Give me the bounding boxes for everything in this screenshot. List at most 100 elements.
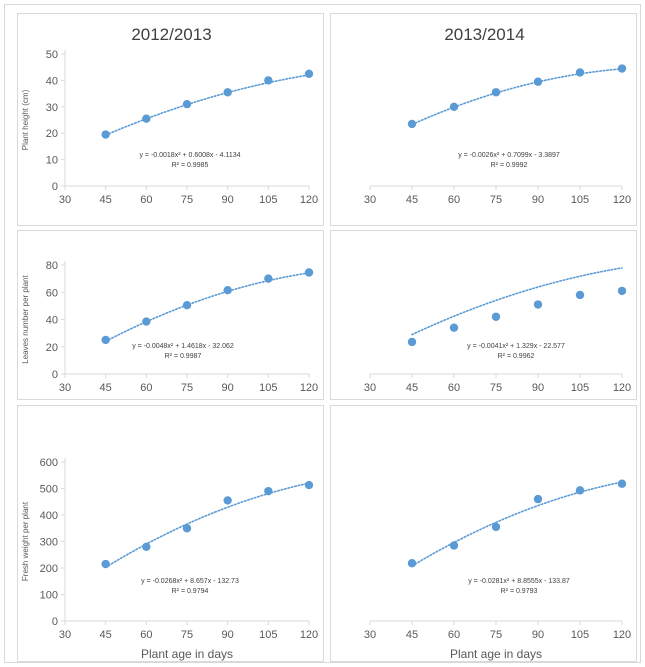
data-point [101, 130, 110, 139]
x-tick-label: 30 [364, 629, 376, 641]
data-point [264, 486, 273, 496]
data-point [617, 479, 627, 488]
chart-svg: 30 45 60 75 90 105 120 y = -0.0041x² + 1.329x -… [364, 267, 631, 394]
trend-equation: y = -0.0018x² + 0.6008x - 4.1134 [139, 152, 240, 159]
x-tick-label: 90 [222, 194, 234, 206]
data-point [533, 77, 543, 86]
trendline [104, 74, 310, 136]
trend-equation: y = -0.0268x² + 8.657x - 132.73 [141, 578, 239, 585]
r-squared-label: R² = 0.9962 [498, 353, 535, 360]
data-point [142, 114, 151, 123]
chart-title: 2012/2013 [131, 25, 211, 44]
data-point [617, 286, 627, 296]
x-tick-label: 45 [100, 194, 112, 206]
data-point [182, 300, 192, 310]
x-tick-label: 75 [490, 629, 502, 641]
x-tick-label: 30 [59, 382, 71, 394]
data-point [101, 559, 110, 569]
x-tick-label: 120 [613, 629, 631, 641]
x-tick-label: 90 [222, 382, 234, 394]
trendline [411, 267, 623, 336]
trend-equation: y = -0.0041x² + 1.329x - 22.577 [467, 343, 565, 350]
chart-panel-leaves-2013: 30 45 60 75 90 105 120 y = -0.0041x² + 1.329x -… [330, 230, 637, 400]
y-tick-label: 0 [52, 181, 58, 193]
chart-panel-weight-2013: 30 45 60 75 90 105 120 Plant age in days y = -0.… [330, 405, 637, 662]
trendline [104, 482, 310, 569]
x-tick-label: 60 [140, 382, 152, 394]
data-point [304, 268, 314, 277]
y-tick-label: 500 [40, 484, 58, 496]
y-tick-label: 60 [46, 287, 58, 299]
x-tick-label: 45 [406, 382, 418, 394]
x-tick-label: 60 [140, 629, 152, 641]
x-tick-label: 30 [59, 629, 71, 641]
x-axis-label: Plant age in days [450, 647, 542, 661]
chart-panel-height-2012: 2012/2013 0 10 20 30 40 50 30 45 60 75 90 105 120 Plan… [17, 13, 324, 226]
data-point [617, 64, 627, 73]
x-tick-label: 90 [532, 382, 544, 394]
x-tick-label: 105 [259, 382, 277, 394]
y-tick-label: 20 [46, 342, 58, 354]
r-squared-label: R² = 0.9992 [491, 162, 528, 169]
data-point [182, 524, 192, 533]
data-point [407, 337, 417, 347]
r-squared-label: R² = 0.9987 [165, 353, 202, 360]
data-point [449, 323, 459, 332]
chart-svg: 30 45 60 75 90 105 120 Plant age in days y = -0.… [364, 479, 631, 661]
data-point [304, 480, 314, 490]
data-point [575, 68, 585, 77]
y-tick-label: 400 [40, 510, 58, 522]
x-tick-label: 45 [100, 629, 112, 641]
x-tick-label: 120 [300, 629, 318, 641]
data-point [101, 335, 110, 345]
x-tick-label: 120 [613, 194, 631, 206]
trend-equation: y = -0.0048x² + 1.4618x - 32.062 [132, 343, 234, 350]
chart-title: 2013/2014 [444, 25, 524, 44]
data-point [223, 496, 232, 505]
y-tick-label: 200 [40, 563, 58, 575]
data-point [575, 486, 585, 495]
x-tick-label: 90 [532, 194, 544, 206]
data-point [223, 286, 232, 295]
y-tick-label: 50 [46, 49, 58, 61]
data-point [491, 312, 501, 321]
y-tick-label: 0 [52, 369, 58, 381]
y-tick-label: 0 [52, 616, 58, 628]
x-tick-label: 120 [613, 382, 631, 394]
trend-equation: y = -0.0026x² + 0.7099x - 3.3897 [458, 152, 560, 159]
chart-panel-weight-2012: 0 100 200 300 400 500 600 30 45 60 75 90 105 120 Fresh… [17, 405, 324, 662]
x-tick-label: 60 [448, 194, 460, 206]
data-point [142, 542, 151, 551]
x-tick-label: 120 [300, 194, 318, 206]
x-tick-label: 90 [532, 629, 544, 641]
x-tick-label: 45 [406, 194, 418, 206]
y-tick-label: 100 [40, 590, 58, 602]
y-axis-label: Leaves number per plant [21, 274, 30, 363]
x-tick-label: 105 [571, 382, 589, 394]
r-squared-label: R² = 0.9794 [172, 588, 209, 595]
trendline [104, 272, 310, 343]
r-squared-label: R² = 0.9793 [501, 588, 538, 595]
y-tick-label: 300 [40, 537, 58, 549]
x-tick-label: 30 [364, 194, 376, 206]
x-tick-label: 30 [364, 382, 376, 394]
x-tick-label: 120 [300, 382, 318, 394]
data-point [142, 317, 151, 326]
data-point [304, 69, 314, 78]
chart-svg: 2012/2013 0 10 20 30 40 50 30 45 60 75 90 105 120 Plan… [21, 25, 318, 206]
x-tick-label: 105 [571, 629, 589, 641]
data-point [223, 88, 232, 97]
chart-svg: 2013/2014 30 45 60 75 90 105 120 y = -0.0026x² +… [364, 25, 631, 206]
trend-equation: y = -0.0281x² + 8.8555x - 133.87 [468, 578, 570, 585]
x-tick-label: 60 [140, 194, 152, 206]
y-axis-label: Fresh weight per plant [21, 501, 30, 581]
data-point [491, 522, 501, 532]
data-point [491, 88, 501, 97]
data-point [407, 119, 417, 129]
r-squared-label: R² = 0.9985 [172, 162, 209, 169]
data-point [533, 494, 543, 504]
y-tick-label: 600 [40, 457, 58, 469]
x-tick-label: 30 [59, 194, 71, 206]
data-point [264, 76, 273, 85]
y-axis-label: Plant height (cm) [21, 89, 30, 150]
